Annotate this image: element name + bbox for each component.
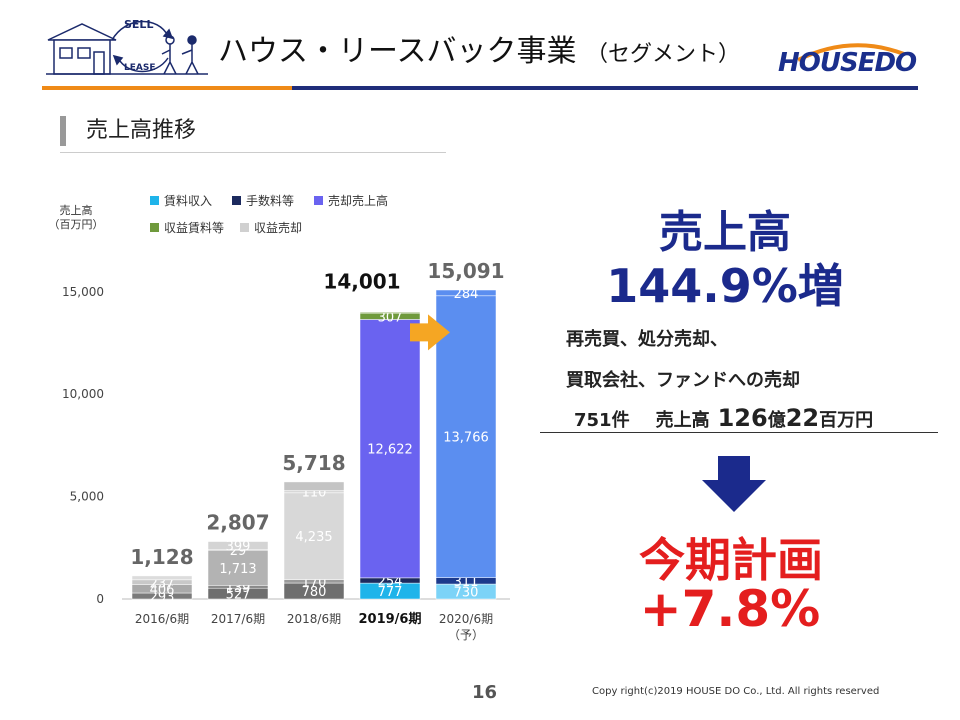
bar-segment	[207, 541, 269, 550]
category-label: 2017/6期	[211, 612, 265, 626]
bar-data-label: 12,622	[367, 443, 413, 458]
legend-item-rental: 賃料収入	[150, 192, 212, 209]
highlight-growth: 144.9%増	[606, 259, 844, 313]
bar-total-label: 5,718	[282, 451, 345, 475]
page-title-main: ハウス・リースバック事業	[218, 34, 577, 69]
legend-item-sales: 売却売上高	[314, 192, 388, 209]
copyright-text: Copy right(c)2019 HOUSE DO Co., Ltd. All…	[592, 686, 880, 697]
legend-item-fee: 手数料等	[232, 192, 294, 209]
bar-total-label: 1,128	[130, 545, 193, 569]
bar-segment	[131, 575, 193, 581]
chart-unit-label: 売上高 （百万円）	[44, 204, 108, 232]
logo-arc-icon	[797, 43, 905, 62]
detail-line-1: 再売買、処分売却、	[566, 329, 728, 350]
section-marker	[60, 116, 66, 146]
category-label: 2019/6期	[359, 612, 422, 627]
header-rule-navy	[292, 86, 918, 90]
detail-count: 751件	[574, 410, 630, 431]
bar-data-label: 730	[454, 586, 479, 601]
category-note: （予）	[448, 628, 484, 642]
page-title: ハウス・リースバック事業 （セグメント）	[218, 26, 740, 70]
page-number: 16	[472, 682, 498, 703]
legend-item-profit-rental: 収益賃料等	[150, 219, 224, 236]
bar-total-label: 14,001	[323, 269, 400, 293]
category-label: 2016/6期	[135, 612, 189, 626]
y-tick-label: 15,000	[62, 285, 104, 299]
legend-row-1: 賃料収入 手数料等 売却売上高	[150, 192, 388, 209]
bar-data-label: 284	[454, 287, 479, 302]
bar-data-label: 293	[150, 590, 175, 605]
plan-value: +7.8%	[639, 580, 821, 638]
growth-arrow-icon	[410, 314, 450, 351]
bar-data-label: 406	[150, 583, 175, 598]
category-label: 2018/6期	[287, 612, 341, 626]
bar-data-label: 307	[378, 310, 403, 325]
unit-line-2: （百万円）	[48, 218, 104, 231]
y-tick-label: 0	[96, 592, 104, 606]
detail-sales-label: 売上高	[655, 410, 710, 431]
bar-data-label: 4,235	[295, 530, 332, 545]
detail-sales-unit1: 億	[767, 410, 786, 431]
bar-data-label: 254	[378, 574, 403, 589]
bar-data-label: 13,766	[443, 431, 489, 446]
page-title-sub: （セグメント）	[586, 42, 741, 67]
y-tick-label: 5,000	[70, 490, 104, 504]
bar-segment	[359, 319, 421, 579]
legend-item-profit-sales: 収益売却	[240, 219, 302, 236]
highlight-heading: 売上高	[659, 207, 791, 258]
detail-sales-unit2: 百万円	[819, 410, 874, 431]
illustration-lease-text: LEASE	[124, 63, 155, 73]
section-underline	[60, 152, 446, 153]
bar-total-label: 2,807	[206, 511, 269, 535]
bar-segment	[283, 492, 345, 580]
bar-data-label: 780	[302, 585, 327, 600]
unit-line-1: 売上高	[59, 204, 93, 217]
section-title: 売上高推移	[86, 118, 197, 143]
detail-line-2: 買取会社、ファンドへの売却	[566, 370, 800, 391]
down-arrow-icon	[702, 456, 766, 512]
illustration-sell-text: SELL	[124, 18, 153, 31]
bar-total-label: 15,091	[427, 259, 504, 283]
detail-sales-big1: 126	[717, 404, 768, 432]
bar-segment	[207, 550, 269, 586]
legend-row-2: 収益賃料等 収益売却	[150, 219, 302, 236]
bar-segment	[435, 295, 497, 578]
bar-segment	[359, 312, 421, 314]
bar-data-label: 311	[454, 575, 479, 590]
bar-data-label: 777	[378, 585, 403, 600]
bar-data-label: 527	[226, 588, 251, 603]
y-tick-label: 10,000	[62, 387, 104, 401]
bar-data-label: 399	[226, 540, 251, 555]
header-rule-orange	[42, 86, 292, 90]
sell-lease-illustration: SELL LEASE	[46, 18, 208, 75]
detail-underline	[540, 432, 938, 433]
bar-segment	[435, 289, 497, 297]
bar-data-label: 1,713	[219, 562, 256, 577]
sales-bar-chart: 05,00010,00015,0002934062371,1282016/6期5…	[62, 259, 510, 642]
detail-line-3: 751件 売上高 126 億 22 百万円	[574, 404, 873, 432]
bar-segment	[283, 481, 345, 491]
housedo-logo: HOUSEDO	[778, 48, 917, 78]
plan-heading: 今期計画	[639, 533, 823, 587]
detail-sales-big2: 22	[785, 404, 820, 432]
category-label: 2020/6期	[439, 612, 493, 626]
